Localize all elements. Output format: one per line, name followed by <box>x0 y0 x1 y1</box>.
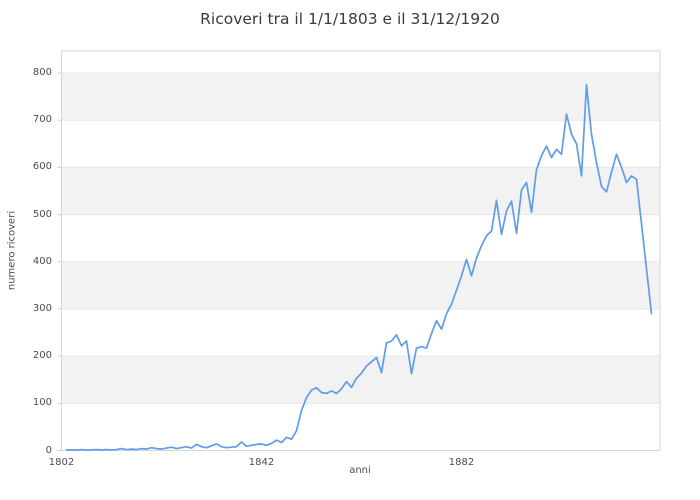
y-tick-label: 400 <box>32 255 52 267</box>
y-tick-label: 800 <box>32 67 52 78</box>
y-tick-label: 700 <box>32 114 52 126</box>
x-axis-title: anni <box>349 465 371 476</box>
y-tick-label: 200 <box>32 350 52 362</box>
y-axis-title: numero ricoveri <box>6 210 18 291</box>
gray-band <box>61 167 660 215</box>
background-bands <box>61 73 660 404</box>
x-tick-label: 1802 <box>48 456 75 468</box>
chart-title: Ricoveri tra il 1/1/1803 e il 31/12/1920 <box>200 10 500 28</box>
x-tick-label: 1882 <box>448 456 475 468</box>
y-axis-tick-marks <box>57 72 62 451</box>
x-tick-label: 1842 <box>248 456 275 468</box>
y-tick-label: 300 <box>32 302 52 314</box>
gray-band <box>61 261 660 309</box>
plot-border <box>61 50 661 451</box>
gray-band <box>61 73 660 121</box>
y-tick-label: 500 <box>32 208 52 220</box>
y-tick-label: 600 <box>32 161 52 173</box>
y-tick-label: 0 <box>45 444 52 456</box>
data-line-series <box>65 83 653 451</box>
gray-band <box>61 356 660 404</box>
gridlines <box>61 72 660 451</box>
y-tick-label: 100 <box>32 397 52 409</box>
